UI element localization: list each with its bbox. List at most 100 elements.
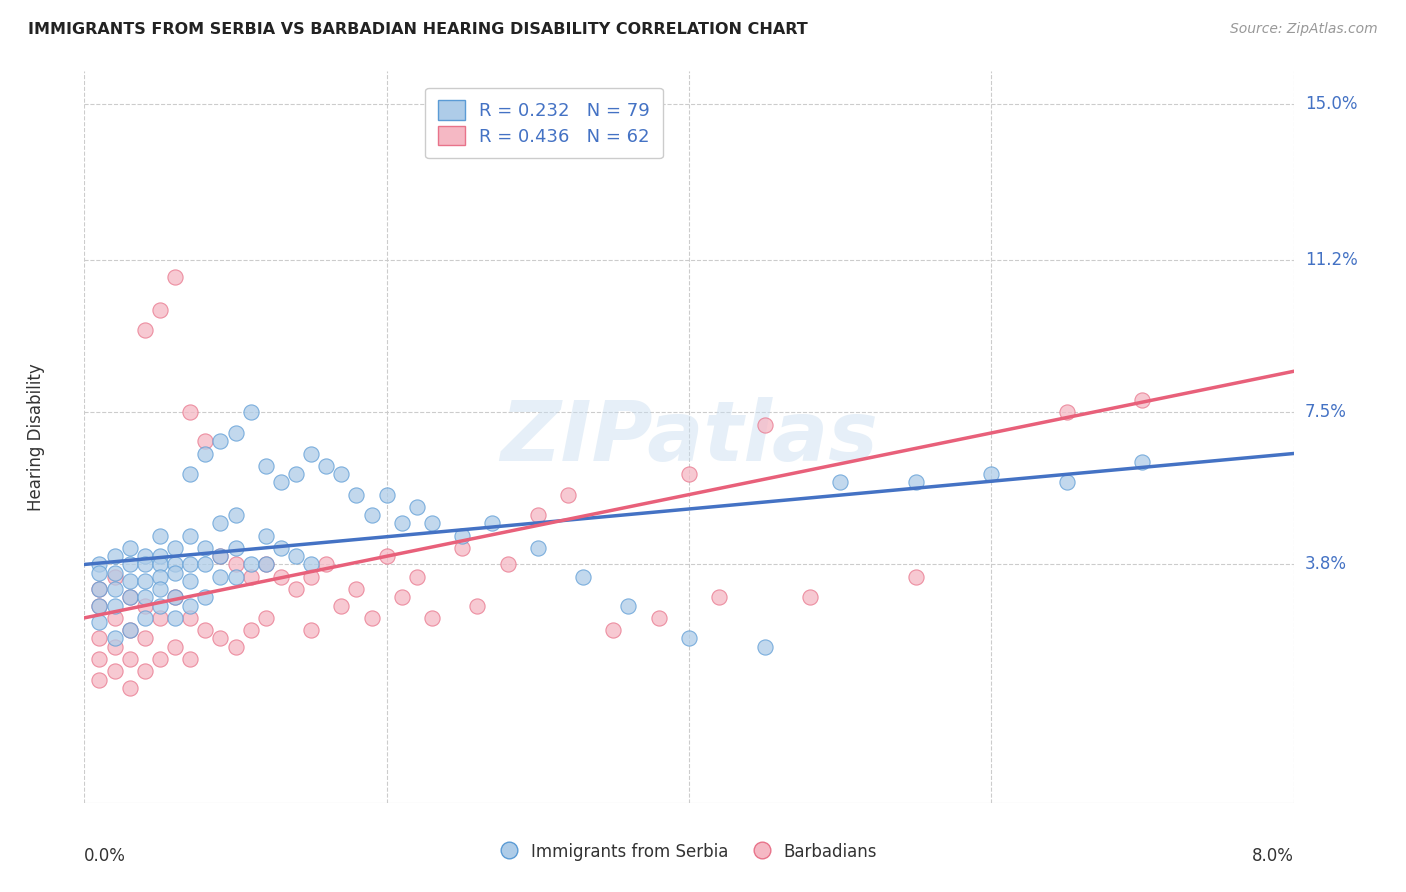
Point bbox=[602, 624, 624, 638]
Point bbox=[904, 570, 927, 584]
Point bbox=[165, 591, 187, 605]
Point bbox=[754, 640, 776, 654]
Point bbox=[209, 434, 232, 449]
Point bbox=[118, 574, 141, 588]
Point bbox=[89, 599, 111, 613]
Point bbox=[134, 574, 156, 588]
Text: 7.5%: 7.5% bbox=[1305, 403, 1347, 421]
Point bbox=[209, 516, 232, 531]
Point bbox=[179, 529, 201, 543]
Point bbox=[118, 591, 141, 605]
Point bbox=[149, 652, 172, 666]
Point bbox=[118, 624, 141, 638]
Point bbox=[254, 558, 277, 572]
Point bbox=[239, 405, 262, 419]
Point bbox=[315, 458, 337, 473]
Point bbox=[194, 591, 217, 605]
Point bbox=[225, 570, 247, 584]
Point bbox=[420, 516, 443, 531]
Point bbox=[209, 570, 232, 584]
Point bbox=[134, 549, 156, 564]
Point bbox=[89, 566, 111, 580]
Point bbox=[799, 591, 821, 605]
Point bbox=[89, 632, 111, 646]
Point bbox=[118, 681, 141, 695]
Point bbox=[391, 516, 413, 531]
Point bbox=[527, 508, 550, 523]
Point bbox=[165, 558, 187, 572]
Point bbox=[678, 632, 700, 646]
Point bbox=[118, 624, 141, 638]
Point bbox=[254, 458, 277, 473]
Text: Source: ZipAtlas.com: Source: ZipAtlas.com bbox=[1230, 22, 1378, 37]
Point bbox=[406, 500, 429, 514]
Point bbox=[754, 417, 776, 432]
Point bbox=[270, 541, 292, 555]
Point bbox=[709, 591, 731, 605]
Point bbox=[239, 558, 262, 572]
Point bbox=[346, 487, 368, 501]
Point bbox=[118, 652, 141, 666]
Point bbox=[285, 582, 308, 596]
Point bbox=[420, 611, 443, 625]
Point bbox=[165, 611, 187, 625]
Point bbox=[194, 434, 217, 449]
Point bbox=[149, 302, 172, 317]
Point bbox=[406, 570, 429, 584]
Point bbox=[209, 549, 232, 564]
Point bbox=[134, 611, 156, 625]
Point bbox=[89, 582, 111, 596]
Point bbox=[209, 549, 232, 564]
Point bbox=[980, 467, 1002, 481]
Point bbox=[194, 558, 217, 572]
Point bbox=[165, 566, 187, 580]
Point bbox=[179, 574, 201, 588]
Point bbox=[1056, 405, 1078, 419]
Text: 11.2%: 11.2% bbox=[1305, 252, 1357, 269]
Point bbox=[481, 516, 503, 531]
Point bbox=[104, 640, 127, 654]
Point bbox=[678, 467, 700, 481]
Point bbox=[104, 549, 127, 564]
Point bbox=[285, 549, 308, 564]
Point bbox=[270, 570, 292, 584]
Point bbox=[179, 405, 201, 419]
Point bbox=[89, 673, 111, 687]
Point bbox=[225, 541, 247, 555]
Point bbox=[239, 624, 262, 638]
Point bbox=[330, 467, 353, 481]
Point bbox=[254, 558, 277, 572]
Point bbox=[104, 566, 127, 580]
Point bbox=[360, 508, 382, 523]
Text: IMMIGRANTS FROM SERBIA VS BARBADIAN HEARING DISABILITY CORRELATION CHART: IMMIGRANTS FROM SERBIA VS BARBADIAN HEAR… bbox=[28, 22, 808, 37]
Point bbox=[89, 652, 111, 666]
Point bbox=[225, 558, 247, 572]
Point bbox=[904, 475, 927, 490]
Point bbox=[149, 558, 172, 572]
Point bbox=[225, 508, 247, 523]
Point bbox=[134, 632, 156, 646]
Point bbox=[149, 570, 172, 584]
Point bbox=[149, 611, 172, 625]
Point bbox=[239, 570, 262, 584]
Point bbox=[285, 467, 308, 481]
Legend: Immigrants from Serbia, Barbadians: Immigrants from Serbia, Barbadians bbox=[495, 837, 883, 868]
Point bbox=[194, 624, 217, 638]
Point bbox=[270, 475, 292, 490]
Point bbox=[104, 599, 127, 613]
Point bbox=[165, 269, 187, 284]
Point bbox=[179, 558, 201, 572]
Point bbox=[391, 591, 413, 605]
Point bbox=[299, 446, 322, 460]
Point bbox=[360, 611, 382, 625]
Point bbox=[1056, 475, 1078, 490]
Point bbox=[149, 529, 172, 543]
Point bbox=[225, 425, 247, 440]
Text: ZIPatlas: ZIPatlas bbox=[501, 397, 877, 477]
Point bbox=[134, 591, 156, 605]
Point bbox=[194, 446, 217, 460]
Point bbox=[89, 599, 111, 613]
Point bbox=[149, 582, 172, 596]
Point bbox=[330, 599, 353, 613]
Point bbox=[179, 611, 201, 625]
